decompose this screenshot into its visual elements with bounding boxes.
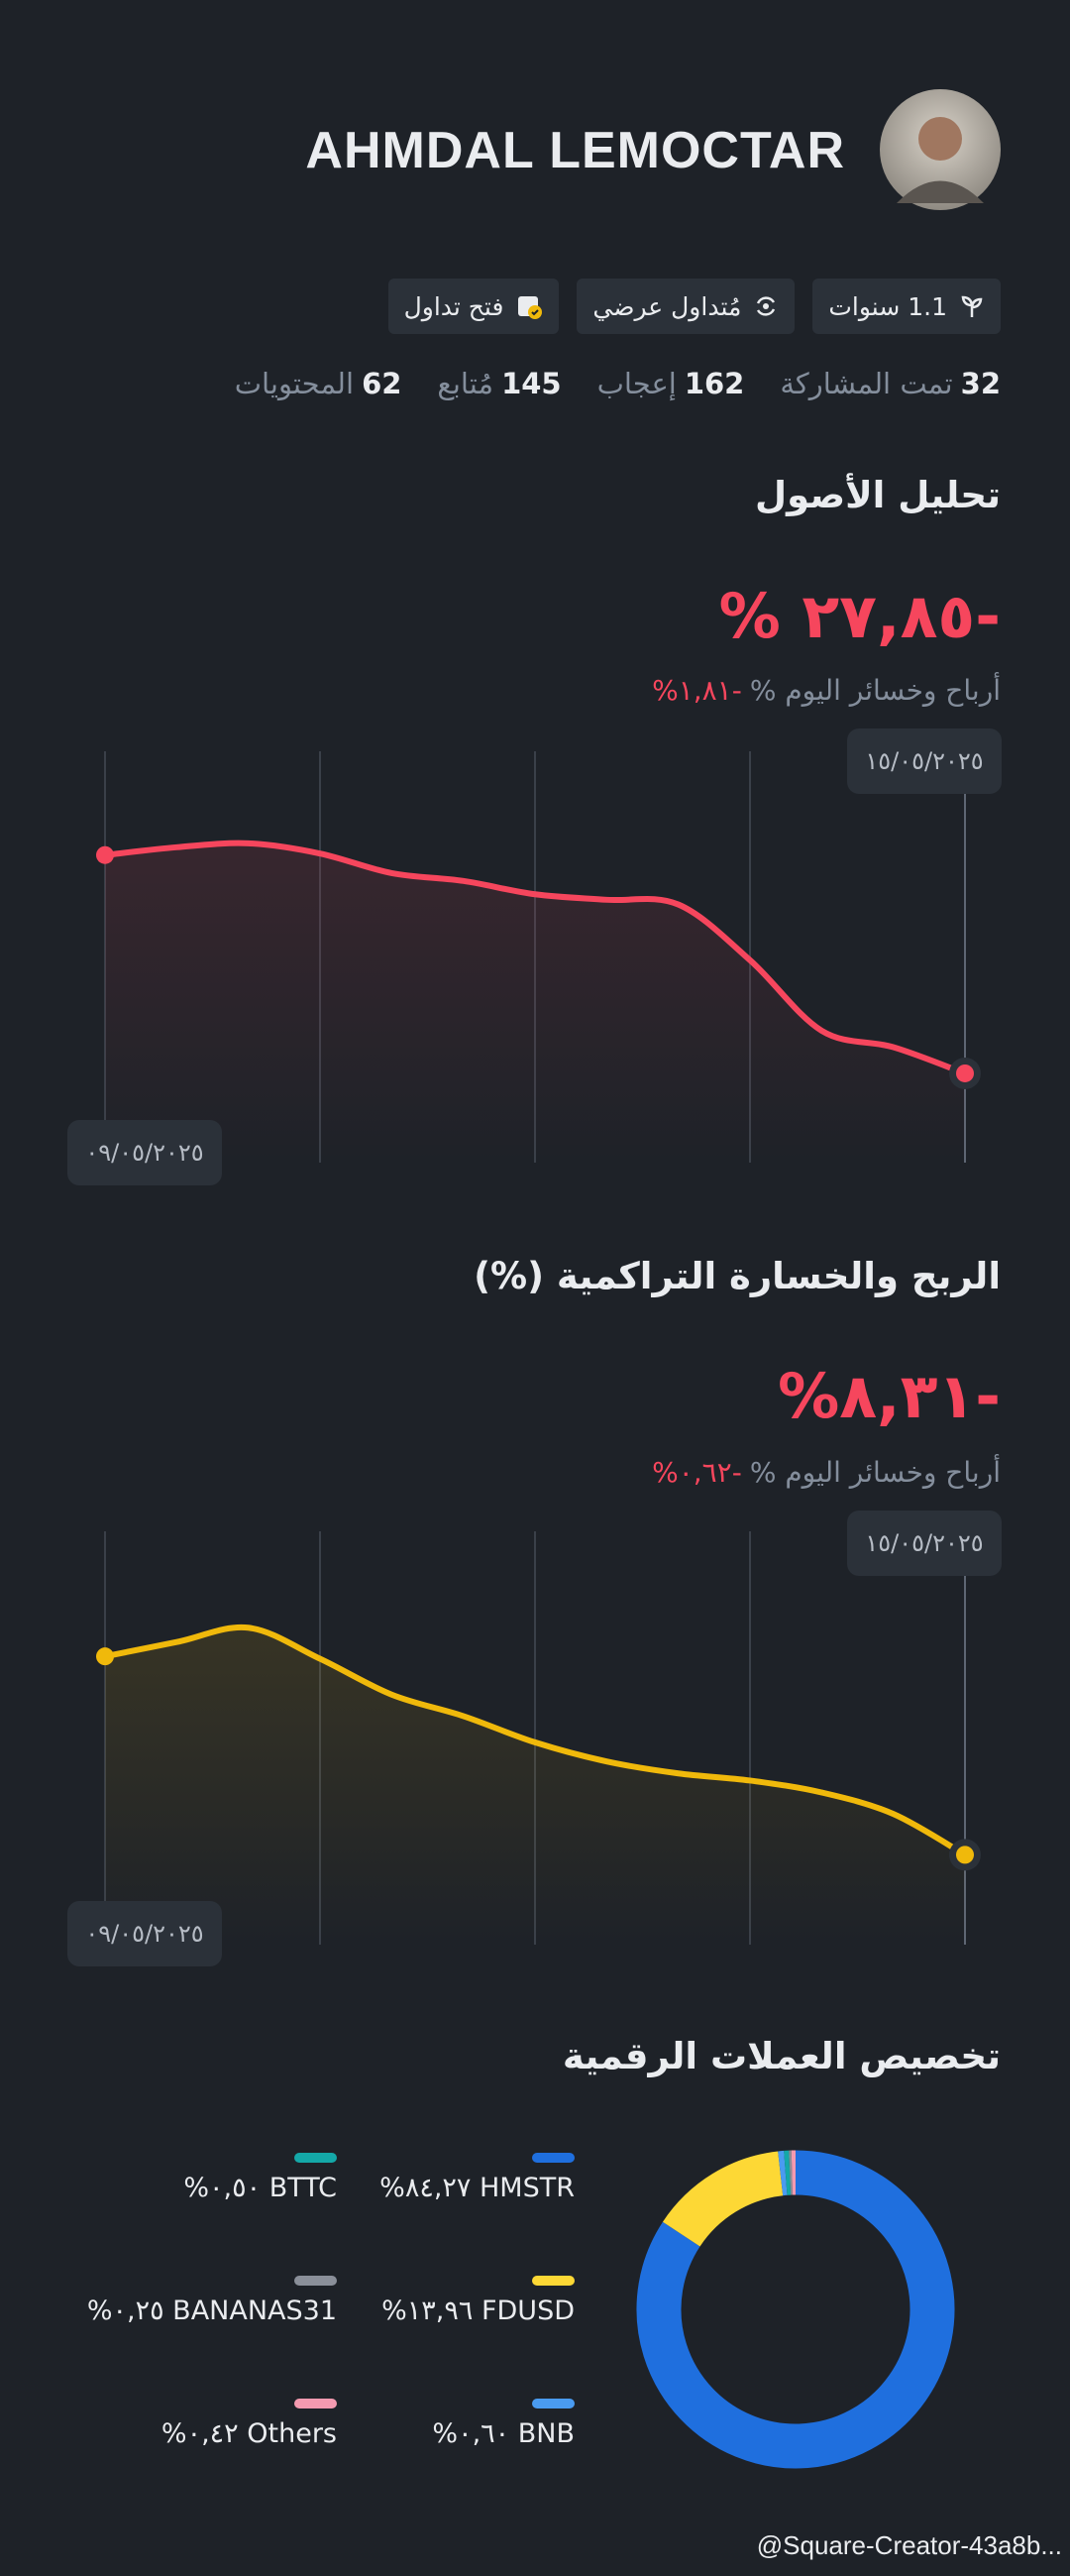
legend-value: %٠,٢٥: [86, 2296, 164, 2326]
badges: 1.1 سنوات مُتداول عرضي فتح تداول: [387, 279, 1001, 334]
badge[interactable]: مُتداول عرضي: [577, 279, 796, 334]
end-point: [956, 1846, 974, 1864]
section-title: تحليل الأصول: [755, 474, 1001, 516]
legend-value: %٠,٦٠: [432, 2418, 510, 2449]
legend-swatch: [532, 2399, 575, 2408]
stats: 32تمت المشاركة 162إعجاب 145مُتابع 62المح…: [235, 367, 1001, 400]
stat-value: 32: [960, 367, 1001, 400]
footer: @Square-Creator-43a8b...: [757, 2530, 1062, 2561]
legend-entry: %٨٤,٢٧ HMSTR: [379, 2173, 575, 2203]
area: [105, 842, 965, 1163]
legend-swatch: [294, 2276, 337, 2286]
legend-entry: %٠,٥٠ BTTC: [183, 2173, 337, 2203]
line: [104, 1624, 967, 1857]
stat-label: المحتويات: [234, 367, 355, 400]
stat-value: 62: [362, 367, 402, 400]
date-tag: ٠٩/٠٥/٢٠٢٥: [67, 1120, 222, 1185]
stat[interactable]: 145مُتابع: [437, 367, 561, 400]
pie-slice: [636, 2150, 955, 2469]
area: [105, 1626, 965, 1945]
stat[interactable]: 32تمت المشاركة: [780, 367, 1001, 400]
stat-label: تمت المشاركة: [780, 367, 953, 400]
line: [104, 840, 967, 1076]
footer-text: @Square-Creator-43a8b...: [756, 2530, 1062, 2560]
stat-value: 145: [501, 367, 562, 400]
subtitle-label: أرباح وخسائر اليوم %: [749, 1456, 1001, 1489]
headline-value: % ٢٧,٨٥-: [718, 580, 1001, 652]
legend-name: BNB: [517, 2418, 575, 2449]
icon: [757, 296, 776, 316]
subtitle-value: %١,٨١-: [652, 674, 742, 707]
legend-name: BANANAS31: [172, 2296, 337, 2326]
badge-text: مُتداول عرضي: [592, 291, 742, 321]
stat-label: إعجاب: [596, 367, 677, 400]
badge-text: فتح تداول: [403, 291, 504, 321]
legend-name: HMSTR: [480, 2173, 575, 2203]
subtitle-value: %٠,٦٢-: [652, 1456, 742, 1489]
badge[interactable]: 1.1 سنوات: [812, 279, 1001, 334]
badge-text: 1.1 سنوات: [828, 291, 947, 321]
badge[interactable]: فتح تداول: [387, 279, 560, 334]
legend-entry: %١٣,٩٦ FDUSD: [381, 2296, 575, 2326]
legend-swatch: [532, 2153, 575, 2163]
stat[interactable]: 162إعجاب: [597, 367, 745, 400]
profile-name: AHMDAL LEMOCTAR: [305, 122, 845, 179]
subtitle: أرباح وخسائر اليوم %%١,٨١-: [652, 674, 1001, 707]
section-title: الربح والخسارة التراكمية (%): [474, 1255, 1001, 1297]
legend-value: %٨٤,٢٧: [379, 2173, 472, 2203]
date-tag: ١٥/٠٥/٢٠٢٥: [847, 728, 1002, 794]
icon: [961, 295, 983, 317]
stat-label: مُتابع: [437, 367, 494, 400]
start-point: [96, 1647, 114, 1666]
date-tag: ١٥/٠٥/٢٠٢٥: [847, 1511, 1002, 1576]
legend-swatch: [532, 2276, 575, 2286]
stat[interactable]: 62المحتويات: [235, 367, 402, 400]
date-tag: ٠٩/٠٥/٢٠٢٥: [67, 1901, 222, 1966]
end-point: [956, 1064, 974, 1082]
legend-entry: %٠,٢٥ BANANAS31: [87, 2296, 337, 2326]
pie-slice: [662, 2151, 784, 2247]
legend-entry: %٠,٦٠ BNB: [432, 2418, 575, 2449]
legend-value: %٠,٥٠: [183, 2173, 262, 2203]
legend-name: Others: [247, 2418, 337, 2449]
legend-value: %١٣,٩٦: [381, 2296, 474, 2326]
start-point: [96, 845, 114, 864]
avatar-face: [918, 117, 962, 161]
headline-value: %٨,٣١-: [778, 1360, 1001, 1432]
legend-entry: %٠,٤٢ Others: [161, 2418, 337, 2449]
icon: [518, 296, 543, 319]
legend-value: %٠,٤٢: [160, 2418, 239, 2449]
legend-swatch: [294, 2153, 337, 2163]
legend-swatch: [294, 2399, 337, 2408]
subtitle-label: أرباح وخسائر اليوم %: [749, 674, 1001, 707]
subtitle: أرباح وخسائر اليوم %%٠,٦٢-: [652, 1456, 1001, 1489]
avatar-body: [897, 180, 984, 203]
section-title: تخصيص العملات الرقمية: [562, 2035, 1001, 2077]
legend-name: FDUSD: [481, 2296, 575, 2326]
stat-value: 162: [684, 367, 745, 400]
legend-name: BTTC: [268, 2173, 337, 2203]
